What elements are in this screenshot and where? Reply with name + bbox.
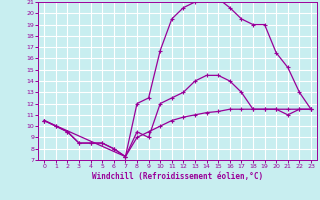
X-axis label: Windchill (Refroidissement éolien,°C): Windchill (Refroidissement éolien,°C): [92, 172, 263, 181]
